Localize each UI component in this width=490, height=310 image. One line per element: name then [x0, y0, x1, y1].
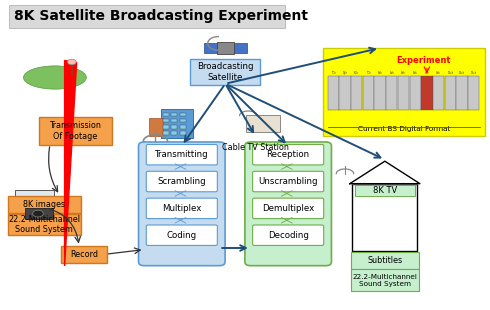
Text: Decoding: Decoding — [268, 231, 309, 240]
FancyBboxPatch shape — [161, 108, 193, 138]
FancyBboxPatch shape — [352, 184, 417, 251]
Text: Sch: Sch — [390, 71, 394, 75]
FancyBboxPatch shape — [253, 144, 324, 165]
FancyBboxPatch shape — [61, 246, 107, 263]
FancyBboxPatch shape — [149, 118, 163, 136]
Text: 8ch: 8ch — [378, 71, 382, 75]
Text: 12ch: 12ch — [447, 71, 453, 75]
Text: 13ch: 13ch — [471, 71, 477, 75]
Text: 22.2-Multichannel
Sound System: 22.2-Multichannel Sound System — [352, 274, 417, 286]
Text: Sch: Sch — [413, 71, 417, 75]
FancyBboxPatch shape — [139, 142, 225, 266]
Text: Broadcasting
Satellite: Broadcasting Satellite — [197, 62, 253, 82]
Text: 8K images: 8K images — [23, 200, 65, 209]
Text: 8ch: 8ch — [436, 71, 441, 75]
FancyBboxPatch shape — [456, 76, 467, 110]
Text: 8ch: 8ch — [425, 71, 429, 75]
FancyBboxPatch shape — [445, 76, 456, 110]
Text: TCh: TCh — [331, 71, 336, 75]
Circle shape — [33, 210, 43, 217]
Text: Record: Record — [70, 250, 98, 259]
Text: 8ch: 8ch — [401, 71, 406, 75]
FancyBboxPatch shape — [180, 131, 186, 135]
FancyBboxPatch shape — [15, 190, 54, 209]
FancyBboxPatch shape — [468, 76, 479, 110]
Text: 8K Satellite Broadcasting Experiment: 8K Satellite Broadcasting Experiment — [14, 9, 308, 23]
FancyBboxPatch shape — [339, 76, 350, 110]
FancyBboxPatch shape — [246, 115, 280, 132]
Text: Cable TV Station: Cable TV Station — [222, 143, 289, 152]
FancyBboxPatch shape — [363, 76, 374, 110]
Text: Demultiplex: Demultiplex — [262, 204, 314, 213]
FancyBboxPatch shape — [328, 76, 339, 110]
FancyBboxPatch shape — [351, 269, 419, 291]
FancyBboxPatch shape — [172, 125, 177, 129]
FancyBboxPatch shape — [355, 185, 415, 196]
FancyBboxPatch shape — [163, 131, 169, 135]
FancyBboxPatch shape — [421, 76, 433, 110]
FancyBboxPatch shape — [218, 42, 234, 54]
Circle shape — [68, 59, 76, 65]
Text: Current BS Digital Format: Current BS Digital Format — [358, 126, 450, 132]
FancyBboxPatch shape — [253, 225, 324, 246]
FancyBboxPatch shape — [147, 144, 218, 165]
FancyBboxPatch shape — [190, 59, 260, 85]
Polygon shape — [65, 60, 76, 266]
FancyBboxPatch shape — [172, 131, 177, 135]
FancyBboxPatch shape — [351, 76, 362, 110]
Text: Transmitting: Transmitting — [155, 150, 209, 159]
Text: TCh: TCh — [366, 71, 371, 75]
FancyBboxPatch shape — [351, 252, 419, 269]
FancyBboxPatch shape — [39, 117, 112, 145]
FancyBboxPatch shape — [386, 76, 397, 110]
FancyBboxPatch shape — [398, 76, 409, 110]
FancyBboxPatch shape — [374, 76, 386, 110]
FancyBboxPatch shape — [163, 125, 169, 129]
FancyBboxPatch shape — [172, 113, 177, 116]
Text: Reception: Reception — [267, 150, 310, 159]
Text: Multiplex: Multiplex — [162, 204, 201, 213]
FancyBboxPatch shape — [180, 125, 186, 129]
Polygon shape — [204, 43, 219, 53]
Text: Dph: Dph — [343, 71, 347, 75]
Text: SCh: SCh — [354, 71, 359, 75]
FancyBboxPatch shape — [25, 208, 53, 219]
FancyBboxPatch shape — [323, 48, 485, 136]
FancyBboxPatch shape — [180, 113, 186, 116]
FancyBboxPatch shape — [253, 198, 324, 219]
FancyBboxPatch shape — [163, 119, 169, 122]
FancyBboxPatch shape — [410, 76, 421, 110]
FancyBboxPatch shape — [245, 142, 331, 266]
Polygon shape — [233, 43, 247, 53]
FancyBboxPatch shape — [433, 76, 444, 110]
FancyBboxPatch shape — [147, 171, 218, 192]
FancyBboxPatch shape — [147, 198, 218, 219]
Text: Transmission
Of Footage: Transmission Of Footage — [49, 121, 101, 141]
Text: 8K TV: 8K TV — [373, 186, 397, 195]
Text: 13ch: 13ch — [459, 71, 465, 75]
Text: Unscrambling: Unscrambling — [258, 177, 318, 186]
FancyBboxPatch shape — [7, 214, 80, 235]
Text: Subtitles: Subtitles — [368, 256, 402, 265]
FancyBboxPatch shape — [253, 171, 324, 192]
Text: Experiment: Experiment — [396, 56, 451, 65]
FancyBboxPatch shape — [7, 196, 80, 213]
Polygon shape — [350, 161, 420, 184]
FancyBboxPatch shape — [172, 119, 177, 122]
FancyBboxPatch shape — [147, 225, 218, 246]
Text: Scrambling: Scrambling — [157, 177, 206, 186]
Text: 22.2-Multichannel
Sound System: 22.2-Multichannel Sound System — [8, 215, 80, 234]
Ellipse shape — [24, 66, 86, 89]
Text: Coding: Coding — [167, 231, 197, 240]
FancyBboxPatch shape — [163, 113, 169, 116]
FancyBboxPatch shape — [9, 5, 285, 28]
FancyBboxPatch shape — [180, 119, 186, 122]
